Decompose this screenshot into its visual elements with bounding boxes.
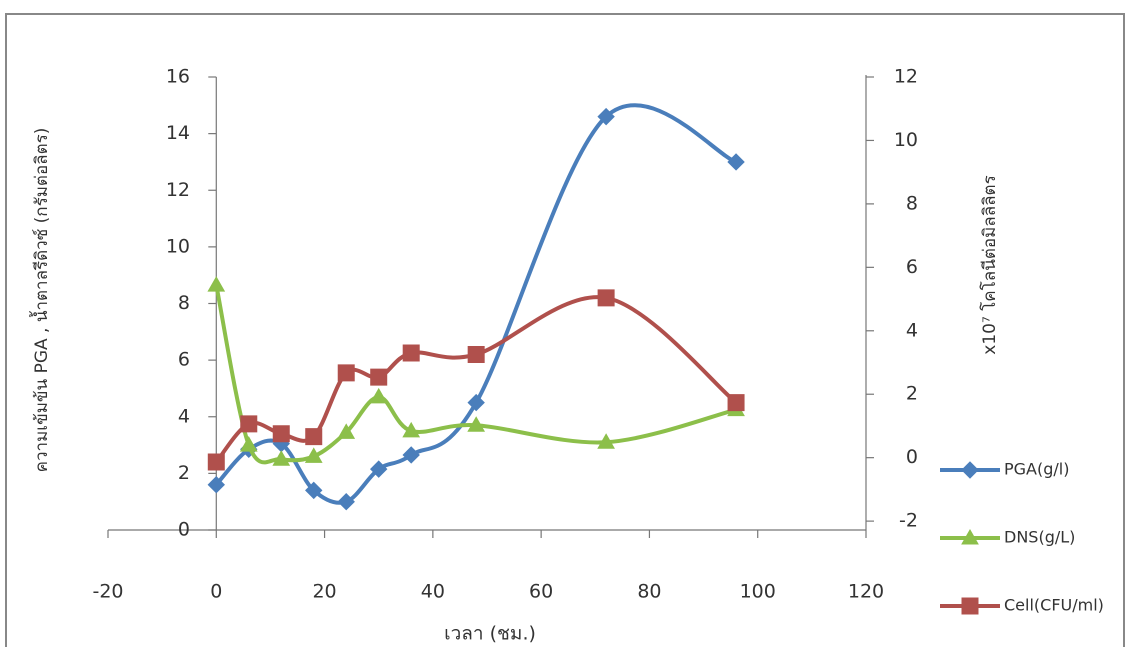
y-tick-label: 14: [166, 122, 190, 144]
x-tick-label: 80: [637, 581, 661, 603]
y2-tick-label: -2: [899, 510, 918, 532]
x-tick-label: 40: [421, 581, 445, 603]
y-tick-label: 10: [166, 235, 190, 257]
x-tick-label: 100: [740, 581, 776, 603]
series-line: [216, 297, 736, 462]
legend-marker: [962, 462, 978, 478]
y-tick-label: 16: [166, 66, 190, 88]
y2-tick-label: 10: [894, 129, 918, 151]
y2-tick-label: 2: [906, 383, 918, 405]
page: เวลา (ชม.) ความเข้มข้น PGA , น้ำตาลรีดิว…: [0, 0, 1132, 647]
data-point: [468, 346, 484, 362]
y-axis-title: ความเข้มข้น PGA , น้ำตาลรีดิวซ์ (กรัมต่อ…: [29, 128, 52, 473]
x-tick-label: -20: [92, 581, 123, 603]
data-point: [728, 154, 744, 170]
data-point: [208, 454, 224, 470]
y-tick-label: 8: [178, 292, 190, 314]
legend-label: PGA(g/l): [1004, 460, 1069, 479]
y-tick-label: 6: [178, 349, 190, 371]
data-point: [338, 365, 354, 381]
legend-marker: [962, 598, 978, 614]
x-tick-label: 60: [529, 581, 553, 603]
chart: เวลา (ชม.) ความเข้มข้น PGA , น้ำตาลรีดิว…: [0, 0, 1132, 647]
data-point: [403, 345, 419, 361]
data-point: [306, 429, 322, 445]
y-tick-label: 4: [178, 405, 190, 427]
x-tick-label: 120: [848, 581, 884, 603]
x-tick-label: 20: [312, 581, 336, 603]
data-point: [371, 369, 387, 385]
y-tick-label: 2: [178, 462, 190, 484]
y2-axis-title: x10⁷ โคโลนีต่อมิลลิลิตร: [979, 175, 1000, 354]
y2-tick-label: 0: [906, 446, 918, 468]
data-point: [728, 395, 744, 411]
frame: [6, 14, 1124, 647]
legend-label: DNS(g/L): [1004, 528, 1075, 547]
y-tick-label: 12: [166, 179, 190, 201]
data-point: [208, 277, 224, 291]
x-tick-label: 0: [210, 581, 222, 603]
data-point: [371, 389, 387, 403]
data-point: [273, 426, 289, 442]
y-tick-label: 0: [178, 519, 190, 541]
y2-tick-label: 6: [906, 256, 918, 278]
data-point: [598, 290, 614, 306]
y2-tick-label: 12: [894, 66, 918, 88]
data-point: [241, 416, 257, 432]
x-axis-title: เวลา (ชม.): [444, 623, 536, 645]
series-line: [216, 285, 736, 462]
y2-tick-label: 4: [906, 319, 918, 341]
y2-tick-label: 8: [906, 192, 918, 214]
series-line: [216, 105, 736, 503]
legend-label: Cell(CFU/ml): [1004, 596, 1104, 615]
